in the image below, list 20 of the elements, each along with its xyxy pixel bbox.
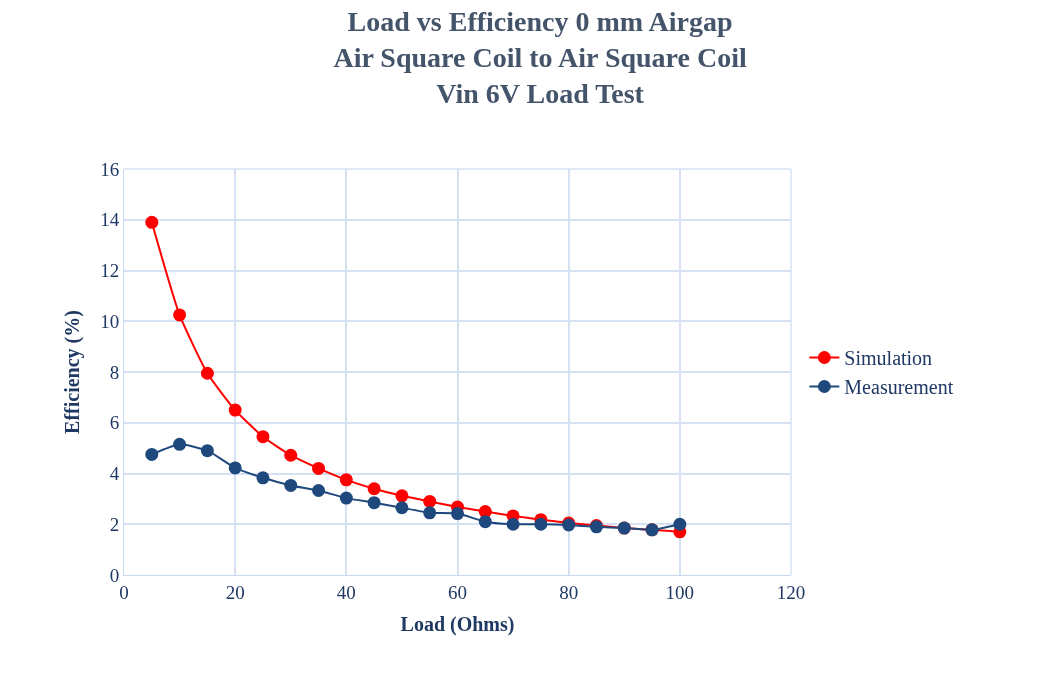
y-tick-label: 8 [109,361,120,383]
x-tick-label: 80 [559,581,579,603]
y-tick-label: 12 [100,260,120,282]
y-tick-label: 6 [109,412,120,434]
y-tick-label: 10 [100,310,120,332]
chart-title: Load vs Efficiency 0 mm Airgap Air Square Coil to Air Square Coil Vin 6V Load Test [333,5,747,110]
y-tick-label: 2 [109,513,120,535]
x-tick-label: 100 [665,581,695,603]
legend-label: Simulation [844,347,933,370]
y-tick-label: 0 [109,564,120,586]
x-tick-label: 60 [448,581,467,603]
x-tick-label: 120 [776,581,806,603]
y-axis-title: Efficiency (%) [60,310,84,434]
x-axis-title: Load (Ohms) [400,613,515,637]
y-tick-label: 16 [100,158,120,180]
x-tick-label: 20 [225,581,245,603]
y-tick-label: 4 [109,463,120,485]
x-tick-label: 40 [336,581,356,603]
legend-label: Measurement [844,376,954,399]
y-tick-label: 14 [100,209,120,231]
